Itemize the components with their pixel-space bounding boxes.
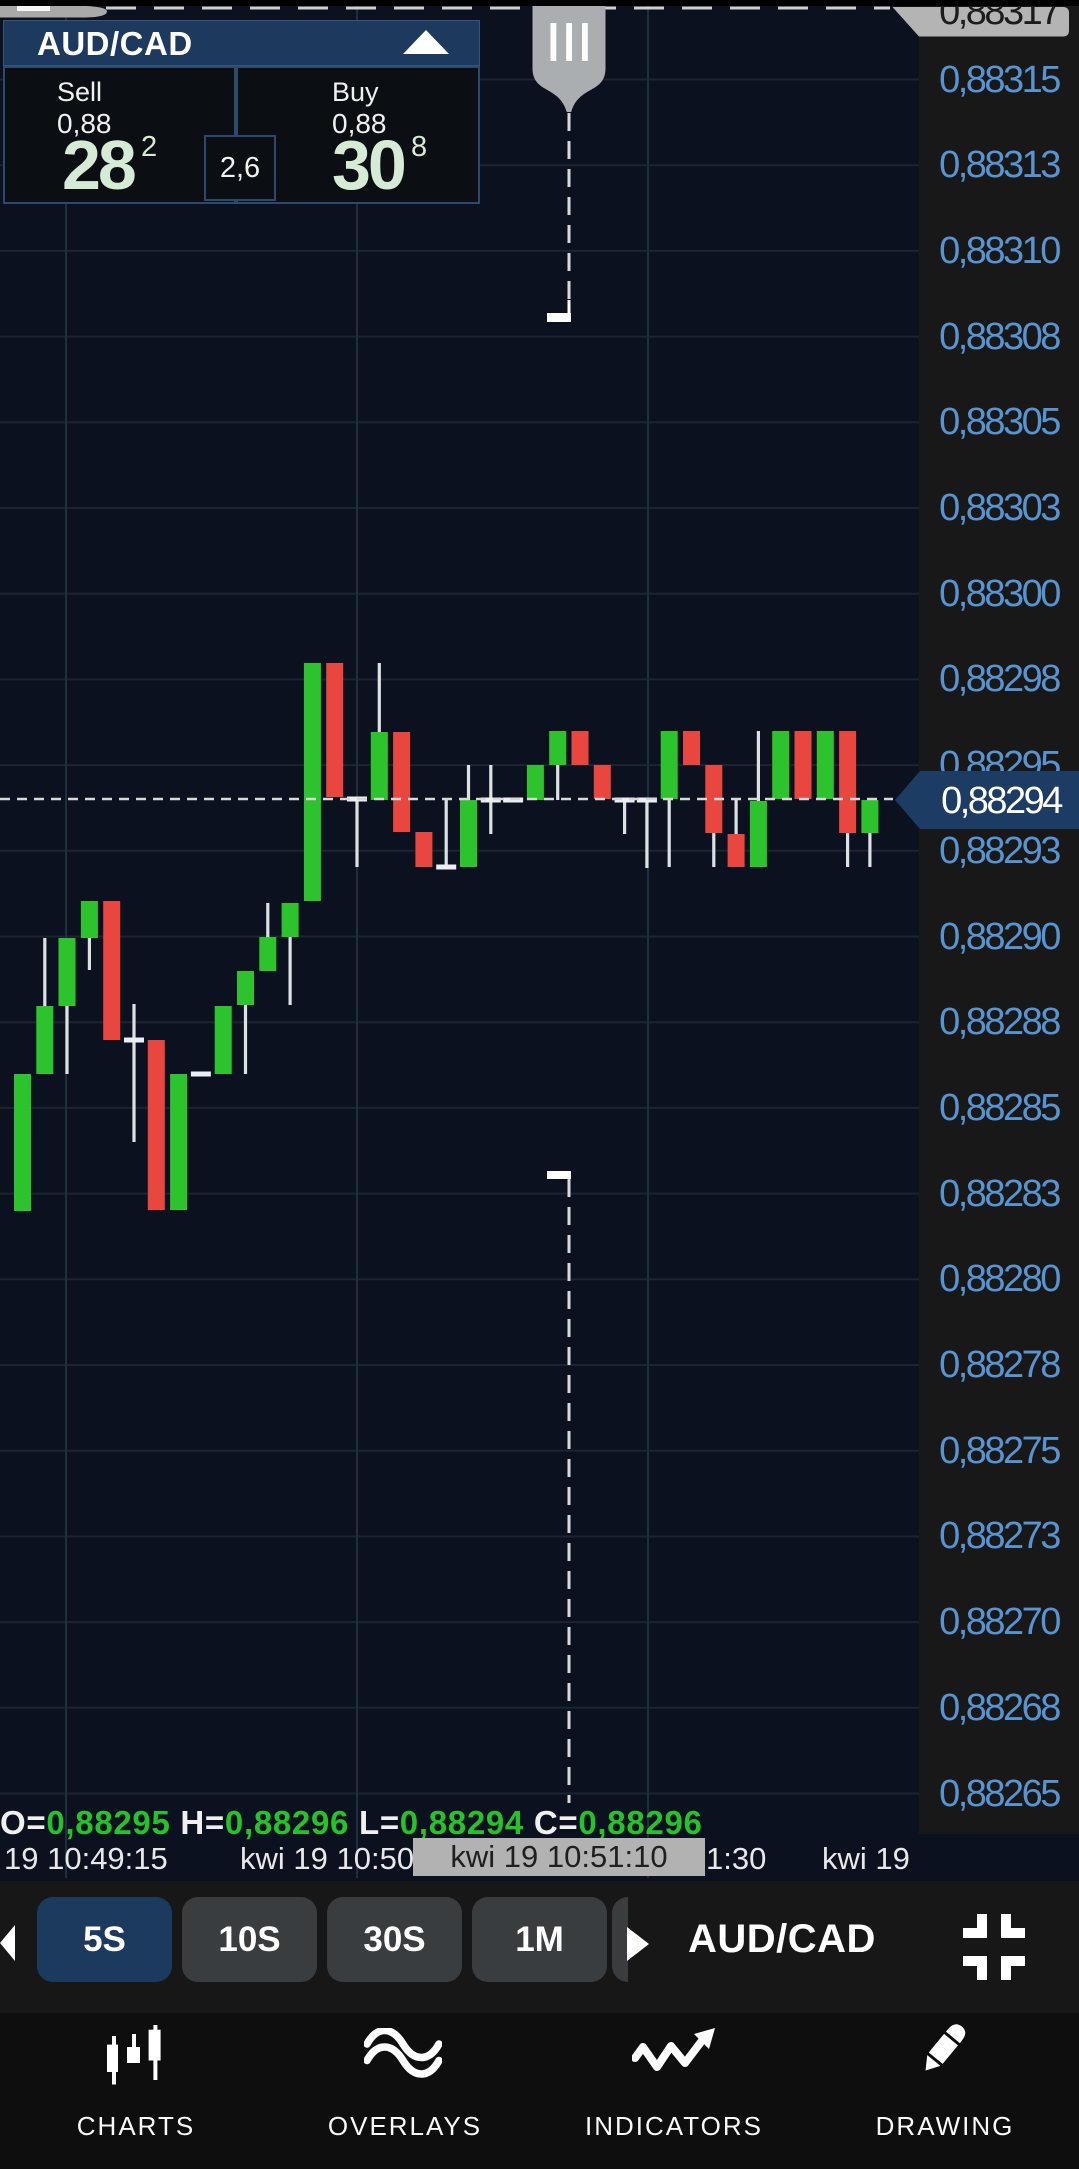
svg-text:0,88294: 0,88294: [941, 780, 1063, 822]
